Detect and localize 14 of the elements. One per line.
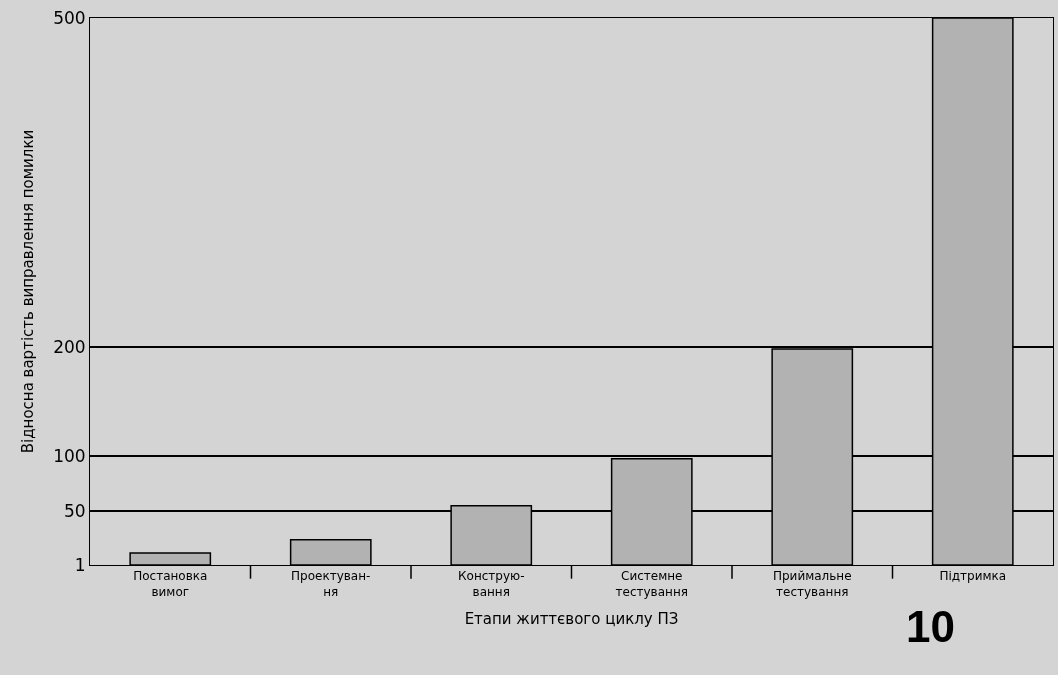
y-tick-label: 500 <box>53 7 86 28</box>
x-axis-title: Етапи життєвого циклу ПЗ <box>464 610 679 628</box>
text: 10 <box>906 602 955 651</box>
y-tick-label: 50 <box>63 501 86 522</box>
x-tick-label: Підтримка <box>939 569 1007 584</box>
y-axis-title: Відносна вартість виправлення помилки <box>19 129 38 454</box>
x-tick-label: Постановка вимог <box>133 569 208 599</box>
x-tick-label: Системне тестування <box>615 569 688 599</box>
x-tick-label: Проектуван- ня <box>291 569 371 599</box>
x-tick-label: Конструю- вання <box>458 569 525 599</box>
y-tick-label: 100 <box>53 446 86 467</box>
x-tick-label: Приймальне тестування <box>772 569 852 599</box>
y-tick-label: 1 <box>74 554 86 575</box>
y-tick-label: 200 <box>53 336 86 357</box>
